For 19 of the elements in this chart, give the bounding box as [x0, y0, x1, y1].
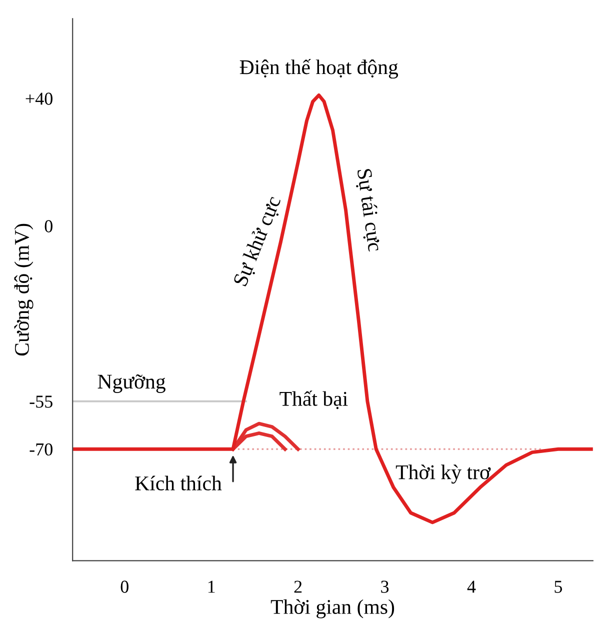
annotation: Thất bại [280, 390, 348, 410]
x-tick-label: 4 [467, 580, 476, 593]
y-tick-label: +40 [26, 92, 52, 105]
y-tick-label: 0 [44, 220, 52, 232]
x-tick-label: 1 [208, 580, 215, 593]
x-tick-label: 0 [120, 580, 128, 593]
annotation: Sự tái cực [354, 168, 384, 252]
annotation: Sự khử cực [232, 194, 284, 288]
annotation: Kích thích [135, 476, 222, 490]
x-axis-title: Thời gian (ms) [270, 599, 394, 618]
x-tick-label: 5 [554, 580, 562, 593]
y-tick-label: -55 [30, 396, 52, 408]
annotation: Ngưỡng [98, 374, 166, 393]
y-axis-title: Cường độ (mV) [14, 224, 34, 356]
x-tick-label: 3 [381, 580, 389, 593]
y-tick-label: -70 [30, 443, 52, 456]
annotation: Thời kỳ trơ [396, 464, 491, 484]
x-tick-label: 2 [294, 580, 302, 593]
annotation: Điện thế hoạt động [240, 58, 398, 79]
